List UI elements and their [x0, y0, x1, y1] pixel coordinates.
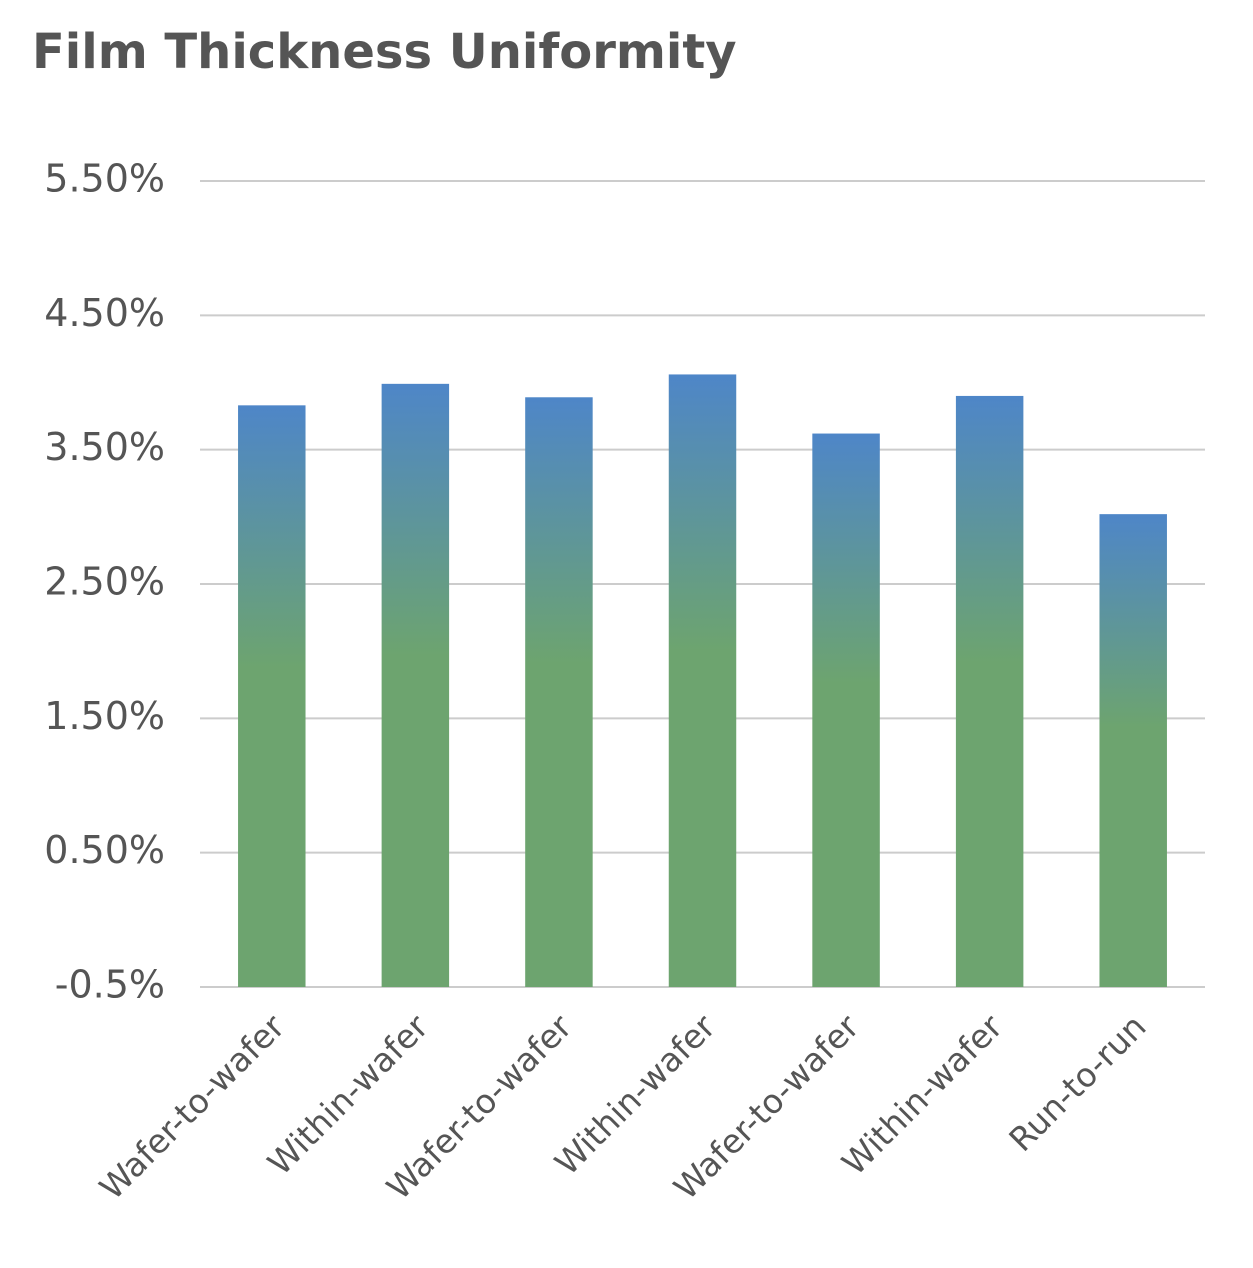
y-tick-label: 1.50% — [44, 694, 165, 738]
chart-title: Film Thickness Uniformity — [32, 24, 737, 80]
y-tick-label: 0.50% — [44, 828, 165, 872]
bar — [668, 374, 737, 987]
bar — [955, 395, 1024, 987]
y-tick-label: -0.5% — [55, 963, 165, 1007]
bar — [812, 433, 880, 988]
x-tick-label: Wafer-to-wafer — [92, 1006, 293, 1207]
bar — [381, 383, 450, 987]
x-tick-label: Run-to-run — [1001, 1007, 1153, 1159]
bar — [525, 397, 593, 987]
bar — [238, 405, 306, 987]
y-tick-label: 5.50% — [44, 157, 165, 201]
y-tick-label: 3.50% — [44, 425, 165, 469]
y-tick-label: 2.50% — [44, 560, 165, 604]
bar — [1099, 514, 1167, 987]
y-tick-label: 4.50% — [44, 291, 165, 335]
